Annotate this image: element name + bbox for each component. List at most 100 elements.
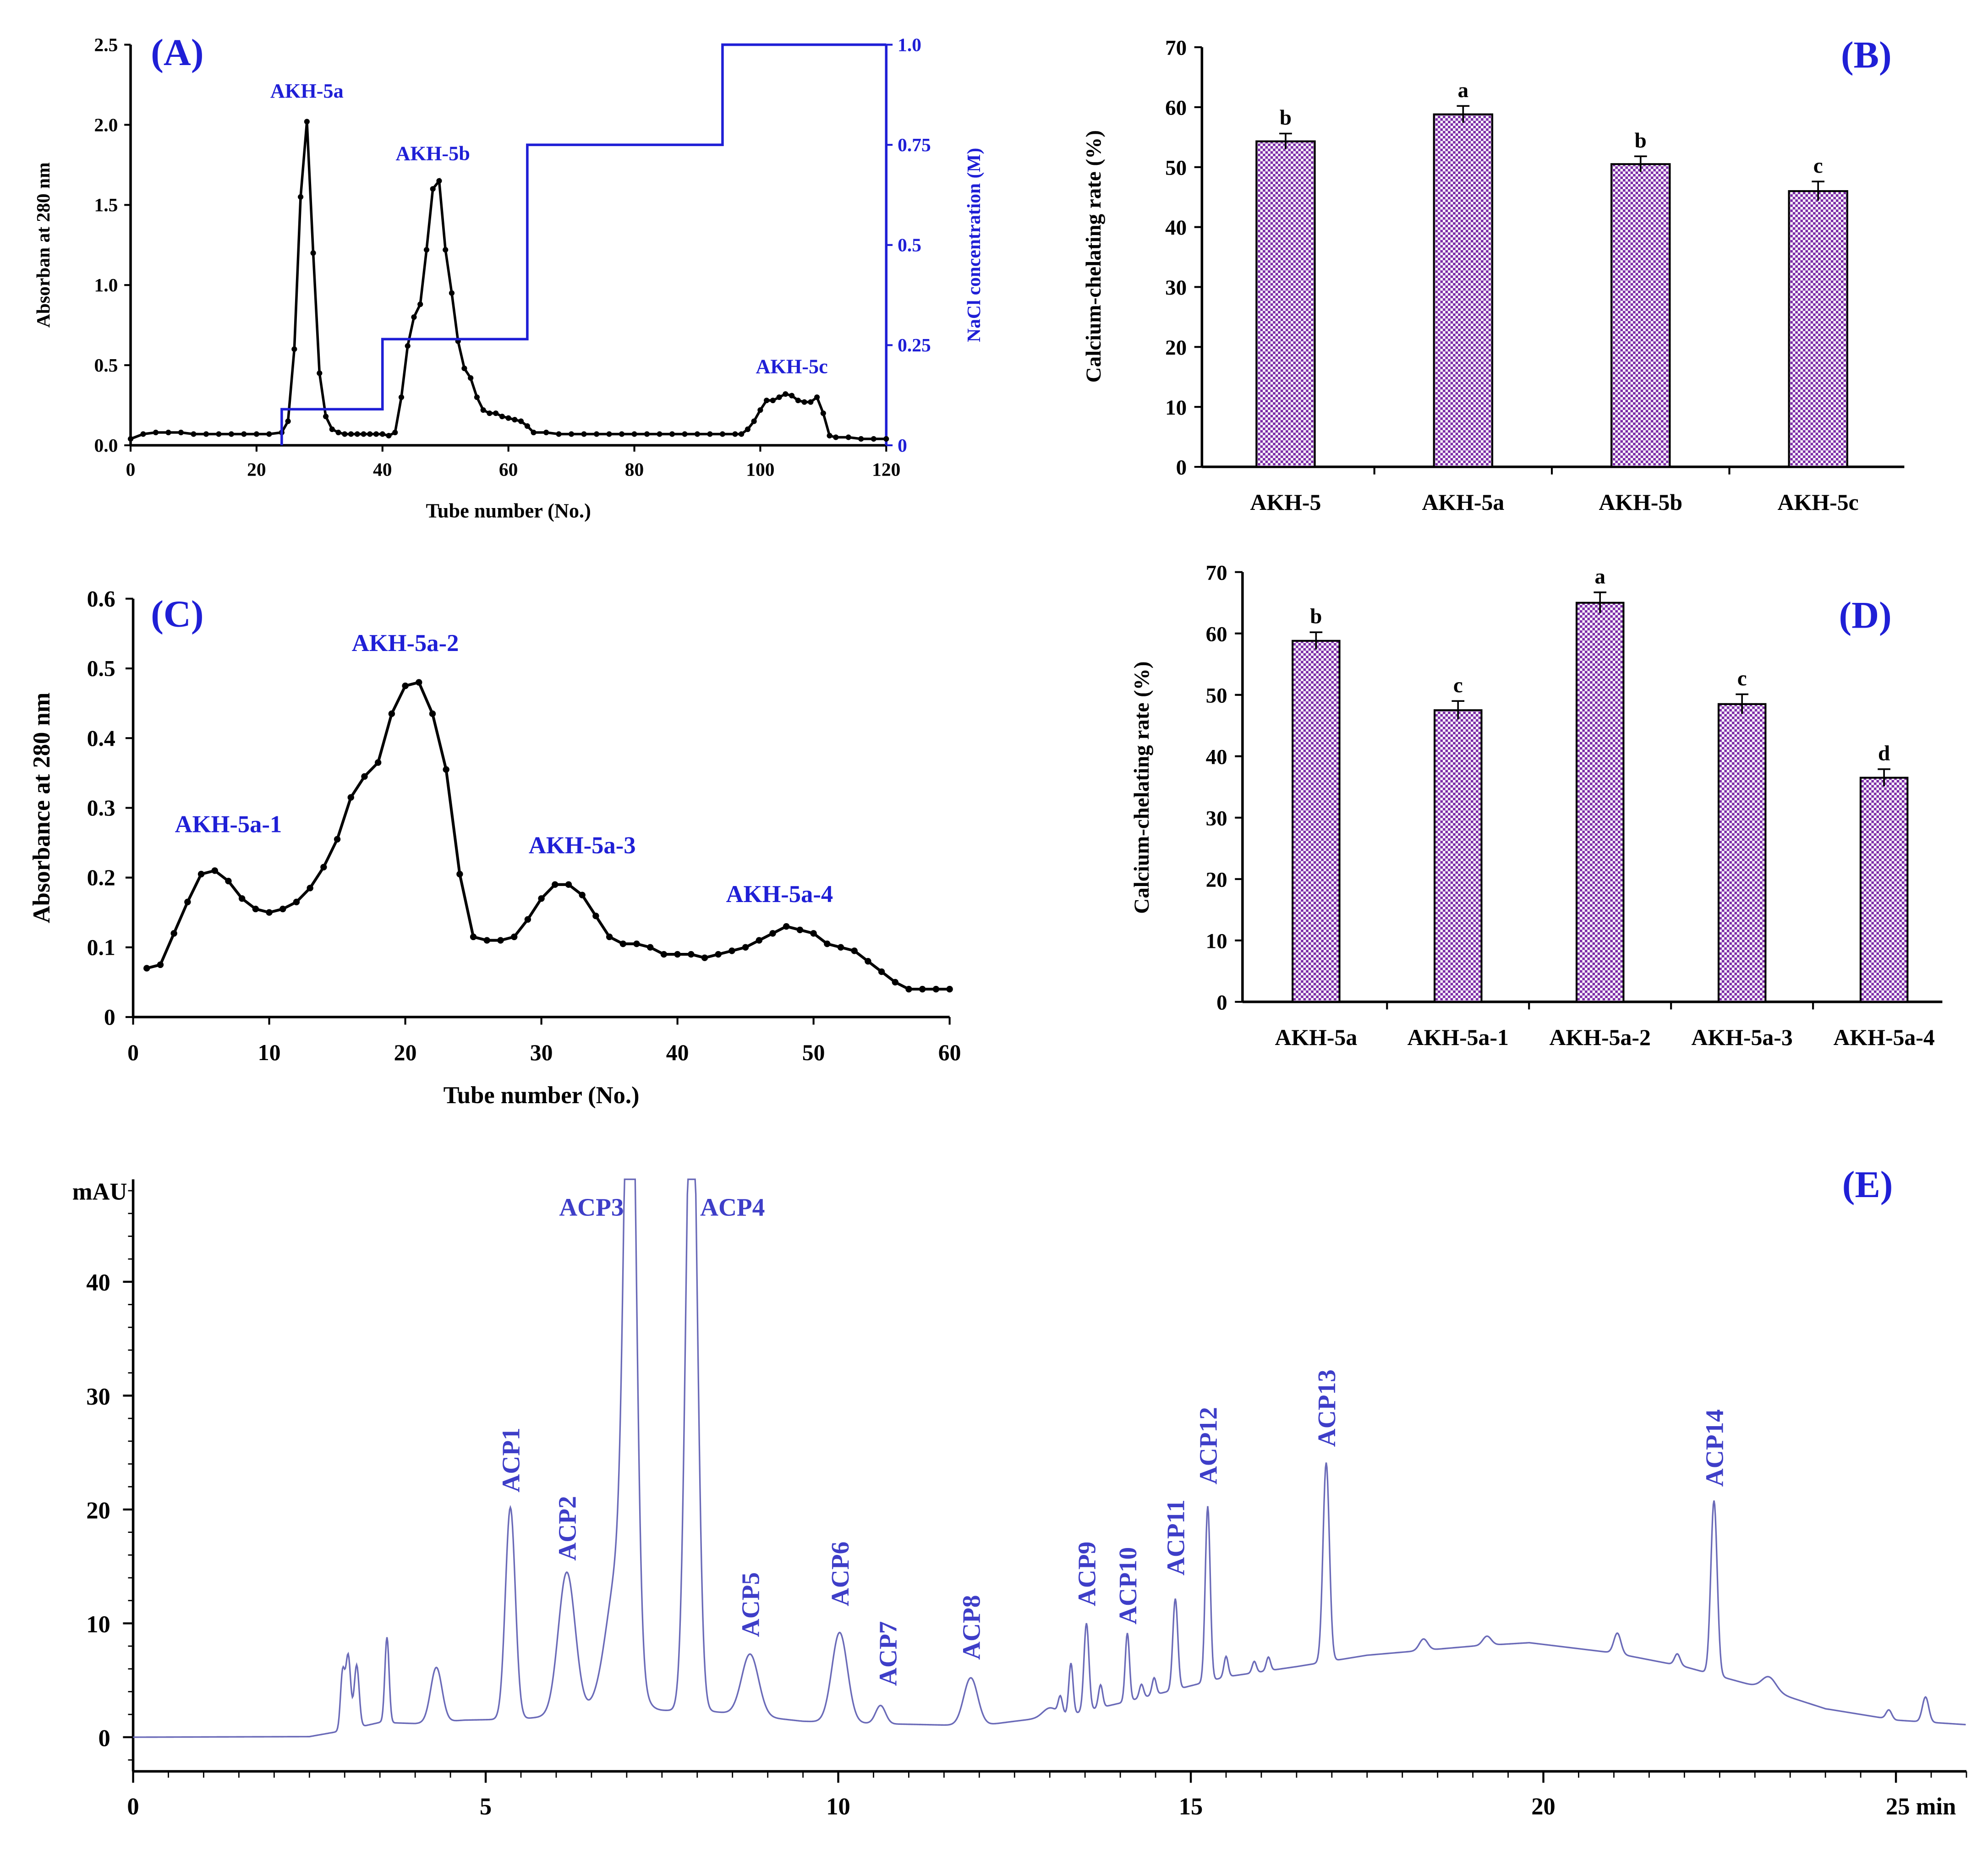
- panel-e-plot: 0 5 10 15 20 25 min 0 10 20 30 40 ACP1 ACP2 ACP3 ACP4 A…: [86, 1178, 1967, 1820]
- a-data-point: [342, 431, 348, 437]
- a-data-point: [423, 247, 430, 253]
- c-data-point: [443, 766, 449, 773]
- a-data-point: [310, 250, 316, 256]
- panel-c-xlabel: Tube number (No.): [444, 1082, 640, 1109]
- c-y-tick-label: 0.1: [87, 935, 115, 960]
- a-data-point: [770, 397, 776, 404]
- b-y-tick-label: 20: [1165, 336, 1187, 360]
- a-y-tick-label: 0.0: [94, 435, 118, 456]
- e-peak-label: ACP1: [497, 1428, 525, 1492]
- e-peak-label: ACP12: [1194, 1407, 1222, 1484]
- a-x-tick-label: 0: [126, 459, 136, 480]
- a-data-point: [644, 431, 650, 437]
- a-data-point: [386, 432, 392, 439]
- e-peak-label: ACP6: [826, 1542, 854, 1606]
- a-data-point: [814, 394, 820, 400]
- c-data-point: [865, 958, 871, 965]
- c-peak-label: AKH-5a-4: [726, 881, 833, 908]
- a-data-point: [789, 393, 795, 399]
- panel-e-tag: (E): [1842, 1163, 1893, 1205]
- panel-b-ylabel: Calcium-chelating rate (%): [1082, 130, 1106, 383]
- c-y-tick-label: 0.3: [87, 795, 115, 821]
- a-data-point: [216, 431, 222, 437]
- a-data-point: [524, 423, 530, 429]
- c-data-point: [946, 985, 953, 993]
- a-data-point: [361, 431, 367, 437]
- c-data-point: [579, 892, 586, 898]
- c-data-point: [606, 933, 613, 941]
- e-y-tick-label: 30: [86, 1384, 110, 1410]
- a-data-point: [751, 418, 757, 424]
- panel-c: (C) 0 10 20 30 40 50 60 0 0.1 0.2 0.3 0.4 0.5 0.6 AKH-…: [28, 586, 961, 1109]
- a-data-point: [518, 418, 524, 424]
- c-data-point: [483, 937, 490, 944]
- a-data-point: [505, 415, 511, 421]
- a-data-point: [348, 431, 354, 437]
- c-data-point: [892, 979, 899, 986]
- a-data-point: [719, 431, 726, 437]
- c-x-tick-label: 10: [258, 1040, 281, 1065]
- e-chromatogram-trace: [133, 1178, 1966, 1738]
- panel-d: (D) 0 10 20 30 40 50 60 70 b AKH-5a c AKH-5a-1 a AKH-…: [1130, 561, 1943, 1050]
- b-y-tick-label: 30: [1165, 276, 1187, 300]
- e-y-tick-label: 20: [86, 1497, 110, 1524]
- c-peak-label: AKH-5a-2: [352, 630, 459, 656]
- a-x-tick-label: 80: [625, 459, 644, 480]
- e-peak-label: ACP11: [1162, 1499, 1190, 1575]
- c-x-tick-label: 20: [394, 1040, 417, 1065]
- d-y-tick-label: 10: [1206, 929, 1227, 953]
- b-y-tick-label: 0: [1176, 456, 1187, 480]
- b-category-label: AKH-5c: [1778, 490, 1859, 515]
- a-data-point: [241, 431, 247, 437]
- c-data-point: [769, 930, 776, 937]
- d-y-tick-label: 20: [1206, 868, 1227, 892]
- a-data-point: [764, 397, 770, 404]
- a-data-point: [191, 431, 197, 437]
- e-peak-label: ACP9: [1073, 1542, 1101, 1606]
- a-data-point: [569, 431, 575, 437]
- a-data-point: [304, 119, 310, 125]
- c-x-tick-label: 30: [530, 1040, 553, 1065]
- c-data-point: [756, 937, 763, 944]
- panel-c-ylabel: Absorbance at 280 nm: [28, 693, 55, 924]
- c-data-point: [225, 878, 232, 885]
- c-data-point: [347, 794, 354, 801]
- d-bar: [1434, 709, 1483, 1003]
- a-data-point: [323, 413, 329, 420]
- e-peak-label: ACP14: [1700, 1409, 1728, 1487]
- c-y-tick-label: 0: [104, 1005, 115, 1030]
- e-x-tick-label: 5: [480, 1794, 492, 1820]
- c-data-point: [197, 870, 205, 878]
- a-data-point: [228, 431, 235, 437]
- c-data-point: [619, 941, 627, 947]
- d-y-tick-label: 0: [1216, 990, 1227, 1014]
- c-data-point: [470, 933, 477, 941]
- c-data-point: [688, 951, 695, 958]
- a-data-point: [556, 431, 562, 437]
- e-x-tick-label: 0: [127, 1794, 139, 1820]
- a-data-point: [127, 436, 134, 442]
- e-peak-label: ACP2: [553, 1496, 581, 1560]
- b-y-tick-label: 50: [1165, 156, 1187, 180]
- e-x-tick-label: 25 min: [1886, 1794, 1956, 1820]
- a-y-tick-label: 2.0: [94, 114, 118, 135]
- e-x-tick-label: 10: [826, 1794, 850, 1820]
- c-data-point: [170, 930, 177, 937]
- c-y-tick-label: 0.2: [87, 865, 115, 890]
- a-data-point: [449, 290, 455, 296]
- a-x-tick-label: 120: [872, 459, 900, 480]
- c-data-point: [701, 954, 708, 961]
- a-data-point: [606, 431, 612, 437]
- c-data-point: [374, 759, 382, 766]
- b-significance-letter: b: [1280, 106, 1292, 130]
- c-data-point: [715, 951, 722, 958]
- a-data-point: [373, 431, 379, 437]
- panel-e: (E) 0 5 10 15 20 25 min 0 10 20 30 40 ACP1 ACP2 ACP3 A…: [72, 1163, 1967, 1820]
- d-significance-letter: c: [1737, 667, 1747, 690]
- c-data-point: [552, 881, 559, 888]
- b-bar: [1788, 190, 1848, 468]
- c-data-point: [796, 926, 804, 933]
- c-data-point: [824, 941, 831, 947]
- panel-a-ylabel: Absorban at 280 nm: [33, 162, 54, 328]
- panel-a-ylabel-right: NaCl concentration (M): [963, 148, 985, 342]
